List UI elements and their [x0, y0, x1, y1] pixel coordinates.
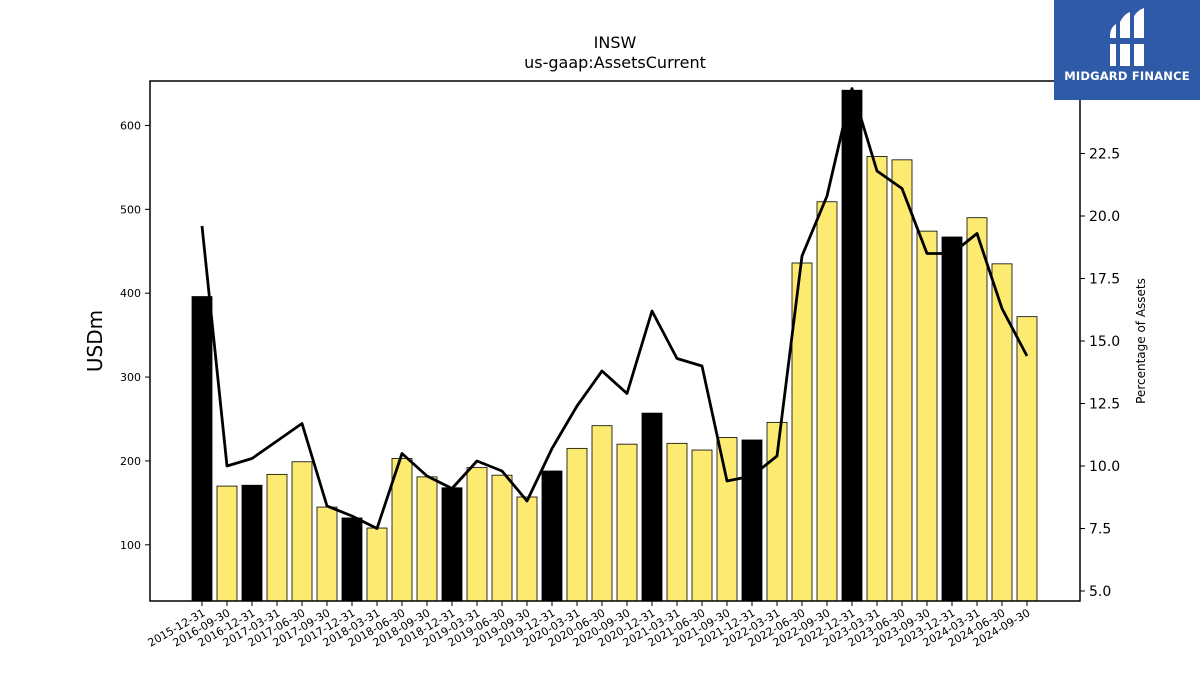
- logo-text: MIDGARD FINANCE: [1064, 69, 1190, 83]
- bar: [291, 461, 313, 602]
- plot-frame: [149, 80, 1081, 602]
- chart-subtitle: us-gaap:AssetsCurrent: [524, 53, 706, 72]
- y2-axis-label: Percentage of Assets: [1134, 278, 1148, 404]
- y2-tick-label: 22.5: [1089, 147, 1120, 163]
- percentage-line: [200, 87, 1029, 530]
- bar: [616, 443, 638, 602]
- bar: [716, 437, 738, 602]
- bar: [866, 156, 888, 602]
- bar: [891, 159, 913, 602]
- bars-group: [191, 89, 1038, 602]
- bar: [566, 447, 588, 602]
- y2-tick-label: 12.5: [1089, 397, 1120, 413]
- bar: [666, 442, 688, 602]
- y2-tick-label: 20.0: [1089, 209, 1120, 225]
- bar: [641, 412, 663, 602]
- bar: [966, 217, 988, 602]
- bar: [691, 449, 713, 602]
- bar: [316, 506, 338, 602]
- bar: [366, 527, 388, 602]
- midgard-finance-logo: MIDGARD FINANCE: [1054, 0, 1200, 100]
- bar: [416, 476, 438, 602]
- logo-mark-icon: [1108, 8, 1146, 66]
- bar: [516, 496, 538, 602]
- bar: [466, 467, 488, 602]
- bar: [991, 263, 1013, 602]
- bar: [741, 439, 763, 602]
- bar: [266, 473, 288, 602]
- bar: [216, 485, 238, 602]
- bar: [816, 201, 838, 602]
- bar: [591, 425, 613, 602]
- chart-title: INSW: [594, 33, 637, 52]
- y2-tick-label: 10.0: [1089, 459, 1120, 475]
- bar: [491, 474, 513, 602]
- y-tick-label: 600: [120, 119, 141, 132]
- bar: [191, 296, 213, 602]
- bar: [541, 470, 563, 602]
- y2-tick-label: 5.0: [1089, 584, 1111, 600]
- bar: [941, 236, 963, 602]
- y-tick-label: 200: [120, 455, 141, 468]
- y-tick-label: 100: [120, 539, 141, 552]
- bar: [441, 487, 463, 602]
- line-group: [200, 87, 1029, 530]
- y2-tick-label: 7.5: [1089, 522, 1111, 538]
- y-tick-label: 400: [120, 287, 141, 300]
- y-axis-label: USDm: [83, 310, 107, 372]
- bar: [916, 230, 938, 602]
- bar: [1016, 316, 1038, 602]
- y-tick-label: 300: [120, 371, 141, 384]
- bar: [391, 458, 413, 602]
- bar: [241, 484, 263, 602]
- y2-tick-label: 15.0: [1089, 334, 1120, 350]
- y2-tick-label: 17.5: [1089, 272, 1120, 288]
- y-tick-label: 500: [120, 203, 141, 216]
- bar: [841, 89, 863, 602]
- bar: [341, 517, 363, 602]
